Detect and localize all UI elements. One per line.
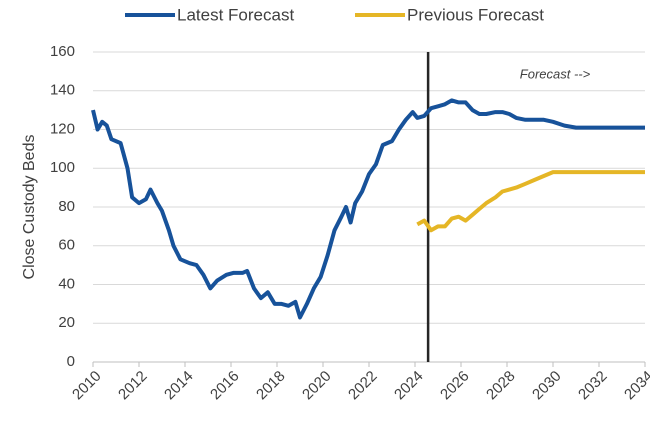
y-tick-label: 60	[58, 237, 75, 254]
x-tick-label: 2012	[115, 368, 151, 404]
x-tick-label: 2014	[161, 368, 197, 404]
x-tick-label: 2010	[69, 368, 105, 404]
x-tick-label: 2032	[575, 368, 611, 404]
y-tick-label: 40	[58, 275, 75, 292]
y-tick-label: 80	[58, 198, 75, 215]
y-tick-label: 20	[58, 314, 75, 331]
x-tick-label: 2018	[253, 368, 289, 404]
y-tick-label: 160	[50, 43, 75, 60]
x-tick-label: 2034	[621, 368, 650, 404]
x-tick-label: 2016	[207, 368, 243, 404]
legend-label: Latest Forecast	[177, 5, 294, 24]
y-tick-label: 0	[67, 353, 75, 370]
x-tick-label: 2022	[345, 368, 381, 404]
y-tick-label: 140	[50, 82, 75, 99]
x-tick-label: 2024	[391, 368, 427, 404]
series-line	[91, 98, 645, 320]
x-tick-label: 2026	[437, 368, 473, 404]
legend-label: Previous Forecast	[407, 5, 544, 24]
x-tick-label: 2020	[299, 368, 335, 404]
y-tick-label: 120	[50, 120, 75, 137]
x-tick-label: 2030	[529, 368, 565, 404]
x-tick-label: 2028	[483, 368, 519, 404]
annotation: Forecast -->	[520, 66, 591, 81]
y-tick-label: 100	[50, 159, 75, 176]
series-line	[416, 170, 645, 233]
y-axis-label: Close Custody Beds	[21, 135, 38, 280]
